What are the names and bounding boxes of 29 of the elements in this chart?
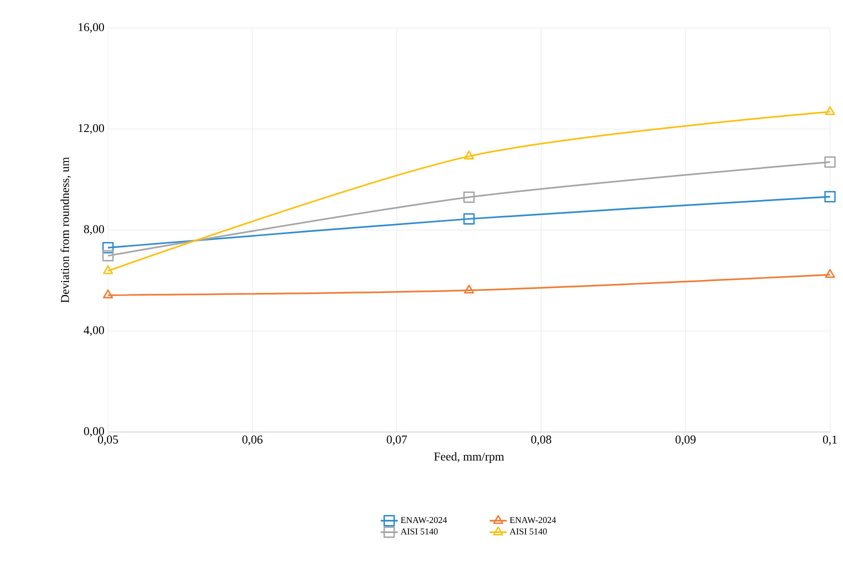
point <box>463 191 475 203</box>
point <box>102 265 114 274</box>
x-tick-label: 0,06 <box>242 436 263 446</box>
point <box>464 150 474 160</box>
point <box>464 284 474 294</box>
point <box>824 106 836 116</box>
point <box>102 250 114 262</box>
legend-label: AISI 5140 <box>400 528 438 534</box>
legend-label: AISI 5140 <box>510 528 547 534</box>
x-tick-label: 0,09 <box>676 436 696 446</box>
legend-label: ENAW-2024 <box>510 516 556 524</box>
y-tick-label: 0,00 <box>84 427 104 437</box>
point <box>463 213 475 225</box>
y-tick-label: 4,00 <box>84 326 104 336</box>
x-tick-label: 0,1 <box>822 436 837 446</box>
point <box>824 269 836 278</box>
x-axis-title: Feed, mm/rpm <box>434 452 504 463</box>
y-tick-label: 12,00 <box>78 124 104 134</box>
legend-label: ENAW-2024 <box>400 516 447 524</box>
x-tick-label: 0,07 <box>386 436 407 446</box>
x-tick-label: 0,05 <box>98 436 118 446</box>
point <box>824 156 836 168</box>
y-tick-label: 16,00 <box>78 23 104 33</box>
point <box>824 190 836 202</box>
point <box>102 242 114 254</box>
y-tick-label: 8,00 <box>84 225 104 235</box>
x-tick-label: 0,08 <box>531 436 552 446</box>
point <box>102 289 114 298</box>
y-axis-title: Deviation from roundness, um <box>60 157 71 303</box>
